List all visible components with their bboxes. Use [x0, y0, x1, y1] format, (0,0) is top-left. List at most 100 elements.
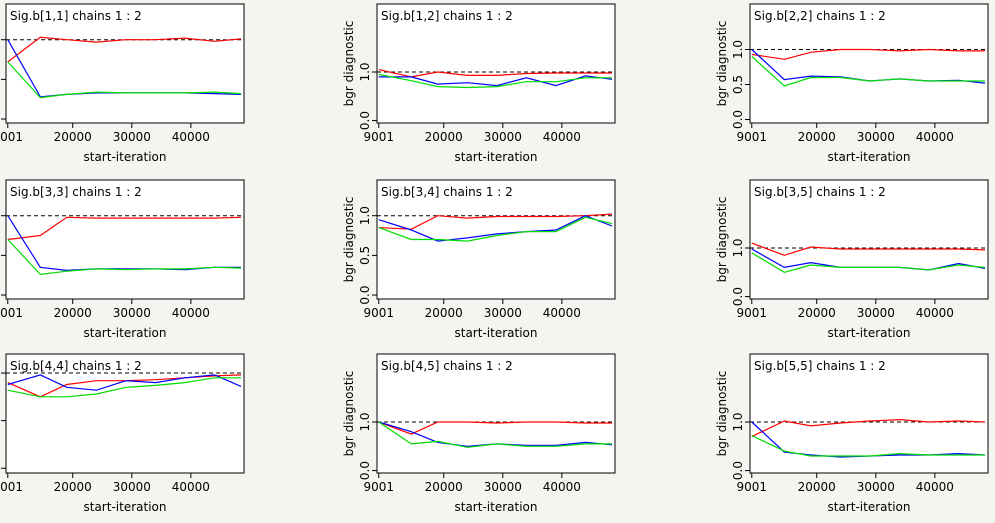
- series-line-3: [751, 252, 986, 273]
- y-axis-label: bgr diagnostic: [342, 371, 356, 457]
- plot-frame: [749, 3, 989, 124]
- series-line-3: [7, 239, 242, 276]
- panel-title: Sig.b[4,5] chains 1 : 2: [381, 359, 513, 373]
- plot-frame: [5, 3, 245, 124]
- y-tick-label: 0.0: [358, 285, 372, 304]
- series-line-3: [7, 61, 242, 99]
- y-tick-label: 0.5: [731, 75, 745, 94]
- plot-frame: [376, 353, 616, 474]
- y-axis-label: bgr diagnostic: [715, 21, 729, 107]
- series-line-3: [751, 435, 985, 457]
- x-tick-label: 20000: [54, 480, 92, 494]
- panel-title: Sig.b[3,4] chains 1 : 2: [381, 185, 513, 199]
- y-tick-label: 0.5: [0, 246, 1, 265]
- series-line-3: [378, 216, 613, 242]
- series-line-2: [7, 374, 242, 391]
- x-tick-label: 20000: [425, 480, 463, 494]
- x-tick-label: 20000: [54, 306, 92, 320]
- y-tick-label: 1.0: [358, 206, 372, 225]
- series-line-1: [751, 418, 986, 438]
- x-axis-label: start-iteration: [455, 150, 538, 164]
- series-line-1: [378, 421, 612, 435]
- series-line-1: [378, 213, 613, 230]
- y-tick-label: 1.0: [731, 40, 745, 59]
- y-tick-label: 0.0: [731, 461, 745, 480]
- y-tick-label: 1.0: [0, 30, 1, 49]
- x-axis-label: start-iteration: [84, 326, 167, 340]
- panel-title: Sig.b[1,2] chains 1 : 2: [381, 9, 513, 23]
- chart-panel-3: Sig.b[2,2] chains 1 : 2 9001 20000 30000 400…: [715, 3, 989, 164]
- y-tick-label: 0.0: [731, 287, 745, 306]
- x-tick-label: 40000: [543, 306, 581, 320]
- plot-frame: [5, 353, 245, 474]
- series-line-1: [378, 69, 612, 78]
- y-tick-label: 0.0: [0, 459, 1, 478]
- x-tick-label: 30000: [484, 130, 522, 144]
- x-tick-label: 20000: [798, 480, 836, 494]
- panel-title: Sig.b[2,2] chains 1 : 2: [754, 9, 886, 23]
- plot-frame: [5, 179, 245, 300]
- series-line-1: [751, 242, 986, 256]
- chart-panel-8: Sig.b[4,5] chains 1 : 2 9001 20000 30000 400…: [342, 353, 616, 514]
- x-tick-label: 40000: [172, 306, 210, 320]
- chart-panel-5: Sig.b[3,4] chains 1 : 2 9001 20000 30000 400…: [342, 179, 616, 340]
- chart-panel-1: Sig.b[1,1] chains 1 : 2 9001 20000 30000 400…: [0, 3, 245, 164]
- y-tick-label: 0.0: [358, 461, 372, 480]
- x-tick-label: 9001: [737, 306, 768, 320]
- series-line-3: [378, 73, 612, 89]
- x-tick-label: 40000: [172, 480, 210, 494]
- x-tick-label: 20000: [798, 130, 836, 144]
- x-tick-label: 9001: [737, 130, 768, 144]
- y-axis-label: bgr diagnostic: [342, 197, 356, 283]
- x-tick-label: 30000: [857, 480, 895, 494]
- y-axis-label: bgr diagnostic: [715, 371, 729, 457]
- x-tick-label: 9001: [0, 480, 23, 494]
- x-axis-label: start-iteration: [455, 500, 538, 514]
- chart-panel-6: Sig.b[3,5] chains 1 : 2 9001 20000 30000 400…: [715, 179, 989, 340]
- panel-title: Sig.b[3,5] chains 1 : 2: [754, 185, 886, 199]
- x-tick-label: 30000: [484, 306, 522, 320]
- y-tick-label: 1.0: [358, 412, 372, 431]
- x-tick-label: 40000: [543, 130, 581, 144]
- panel-title: Sig.b[1,1] chains 1 : 2: [10, 9, 142, 23]
- x-tick-label: 9001: [0, 306, 23, 320]
- x-tick-label: 40000: [916, 306, 954, 320]
- y-axis-label: bgr diagnostic: [342, 21, 356, 107]
- x-tick-label: 40000: [172, 130, 210, 144]
- x-axis-label: start-iteration: [455, 326, 538, 340]
- y-tick-label: 0.0: [731, 110, 745, 129]
- x-tick-label: 20000: [425, 130, 463, 144]
- y-tick-label: 0.5: [0, 70, 1, 89]
- x-tick-label: 30000: [484, 480, 522, 494]
- x-tick-label: 9001: [364, 130, 395, 144]
- panel-title: Sig.b[4,4] chains 1 : 2: [10, 359, 142, 373]
- x-tick-label: 9001: [0, 130, 23, 144]
- x-tick-label: 20000: [425, 306, 463, 320]
- y-tick-label: 1.0: [731, 412, 745, 431]
- y-axis-label: bgr diagnostic: [715, 197, 729, 283]
- y-tick-label: 0.5: [0, 411, 1, 430]
- series-line-3: [378, 421, 612, 448]
- x-tick-label: 30000: [857, 130, 895, 144]
- x-tick-label: 9001: [737, 480, 768, 494]
- series-line-2: [378, 215, 613, 242]
- panel-title: Sig.b[3,3] chains 1 : 2: [10, 185, 142, 199]
- panel-title: Sig.b[5,5] chains 1 : 2: [754, 359, 886, 373]
- series-line-3: [7, 377, 241, 398]
- plot-frame: [749, 179, 989, 300]
- chart-panel-7: Sig.b[4,4] chains 1 : 2 9001 20000 30000 400…: [0, 353, 245, 514]
- x-tick-label: 40000: [543, 480, 581, 494]
- x-axis-label: start-iteration: [828, 150, 911, 164]
- x-tick-label: 20000: [798, 306, 836, 320]
- chart-panel-4: Sig.b[3,3] chains 1 : 2 9001 20000 30000 400…: [0, 179, 245, 340]
- y-tick-label: 0.0: [0, 109, 1, 128]
- y-tick-label: 0.0: [358, 111, 372, 130]
- x-axis-label: start-iteration: [828, 500, 911, 514]
- y-tick-label: 1.0: [0, 206, 1, 225]
- y-tick-label: 0.5: [358, 246, 372, 265]
- x-axis-label: start-iteration: [84, 150, 167, 164]
- x-tick-label: 30000: [113, 480, 151, 494]
- y-tick-label: 1.0: [358, 62, 372, 81]
- series-line-1: [7, 216, 242, 241]
